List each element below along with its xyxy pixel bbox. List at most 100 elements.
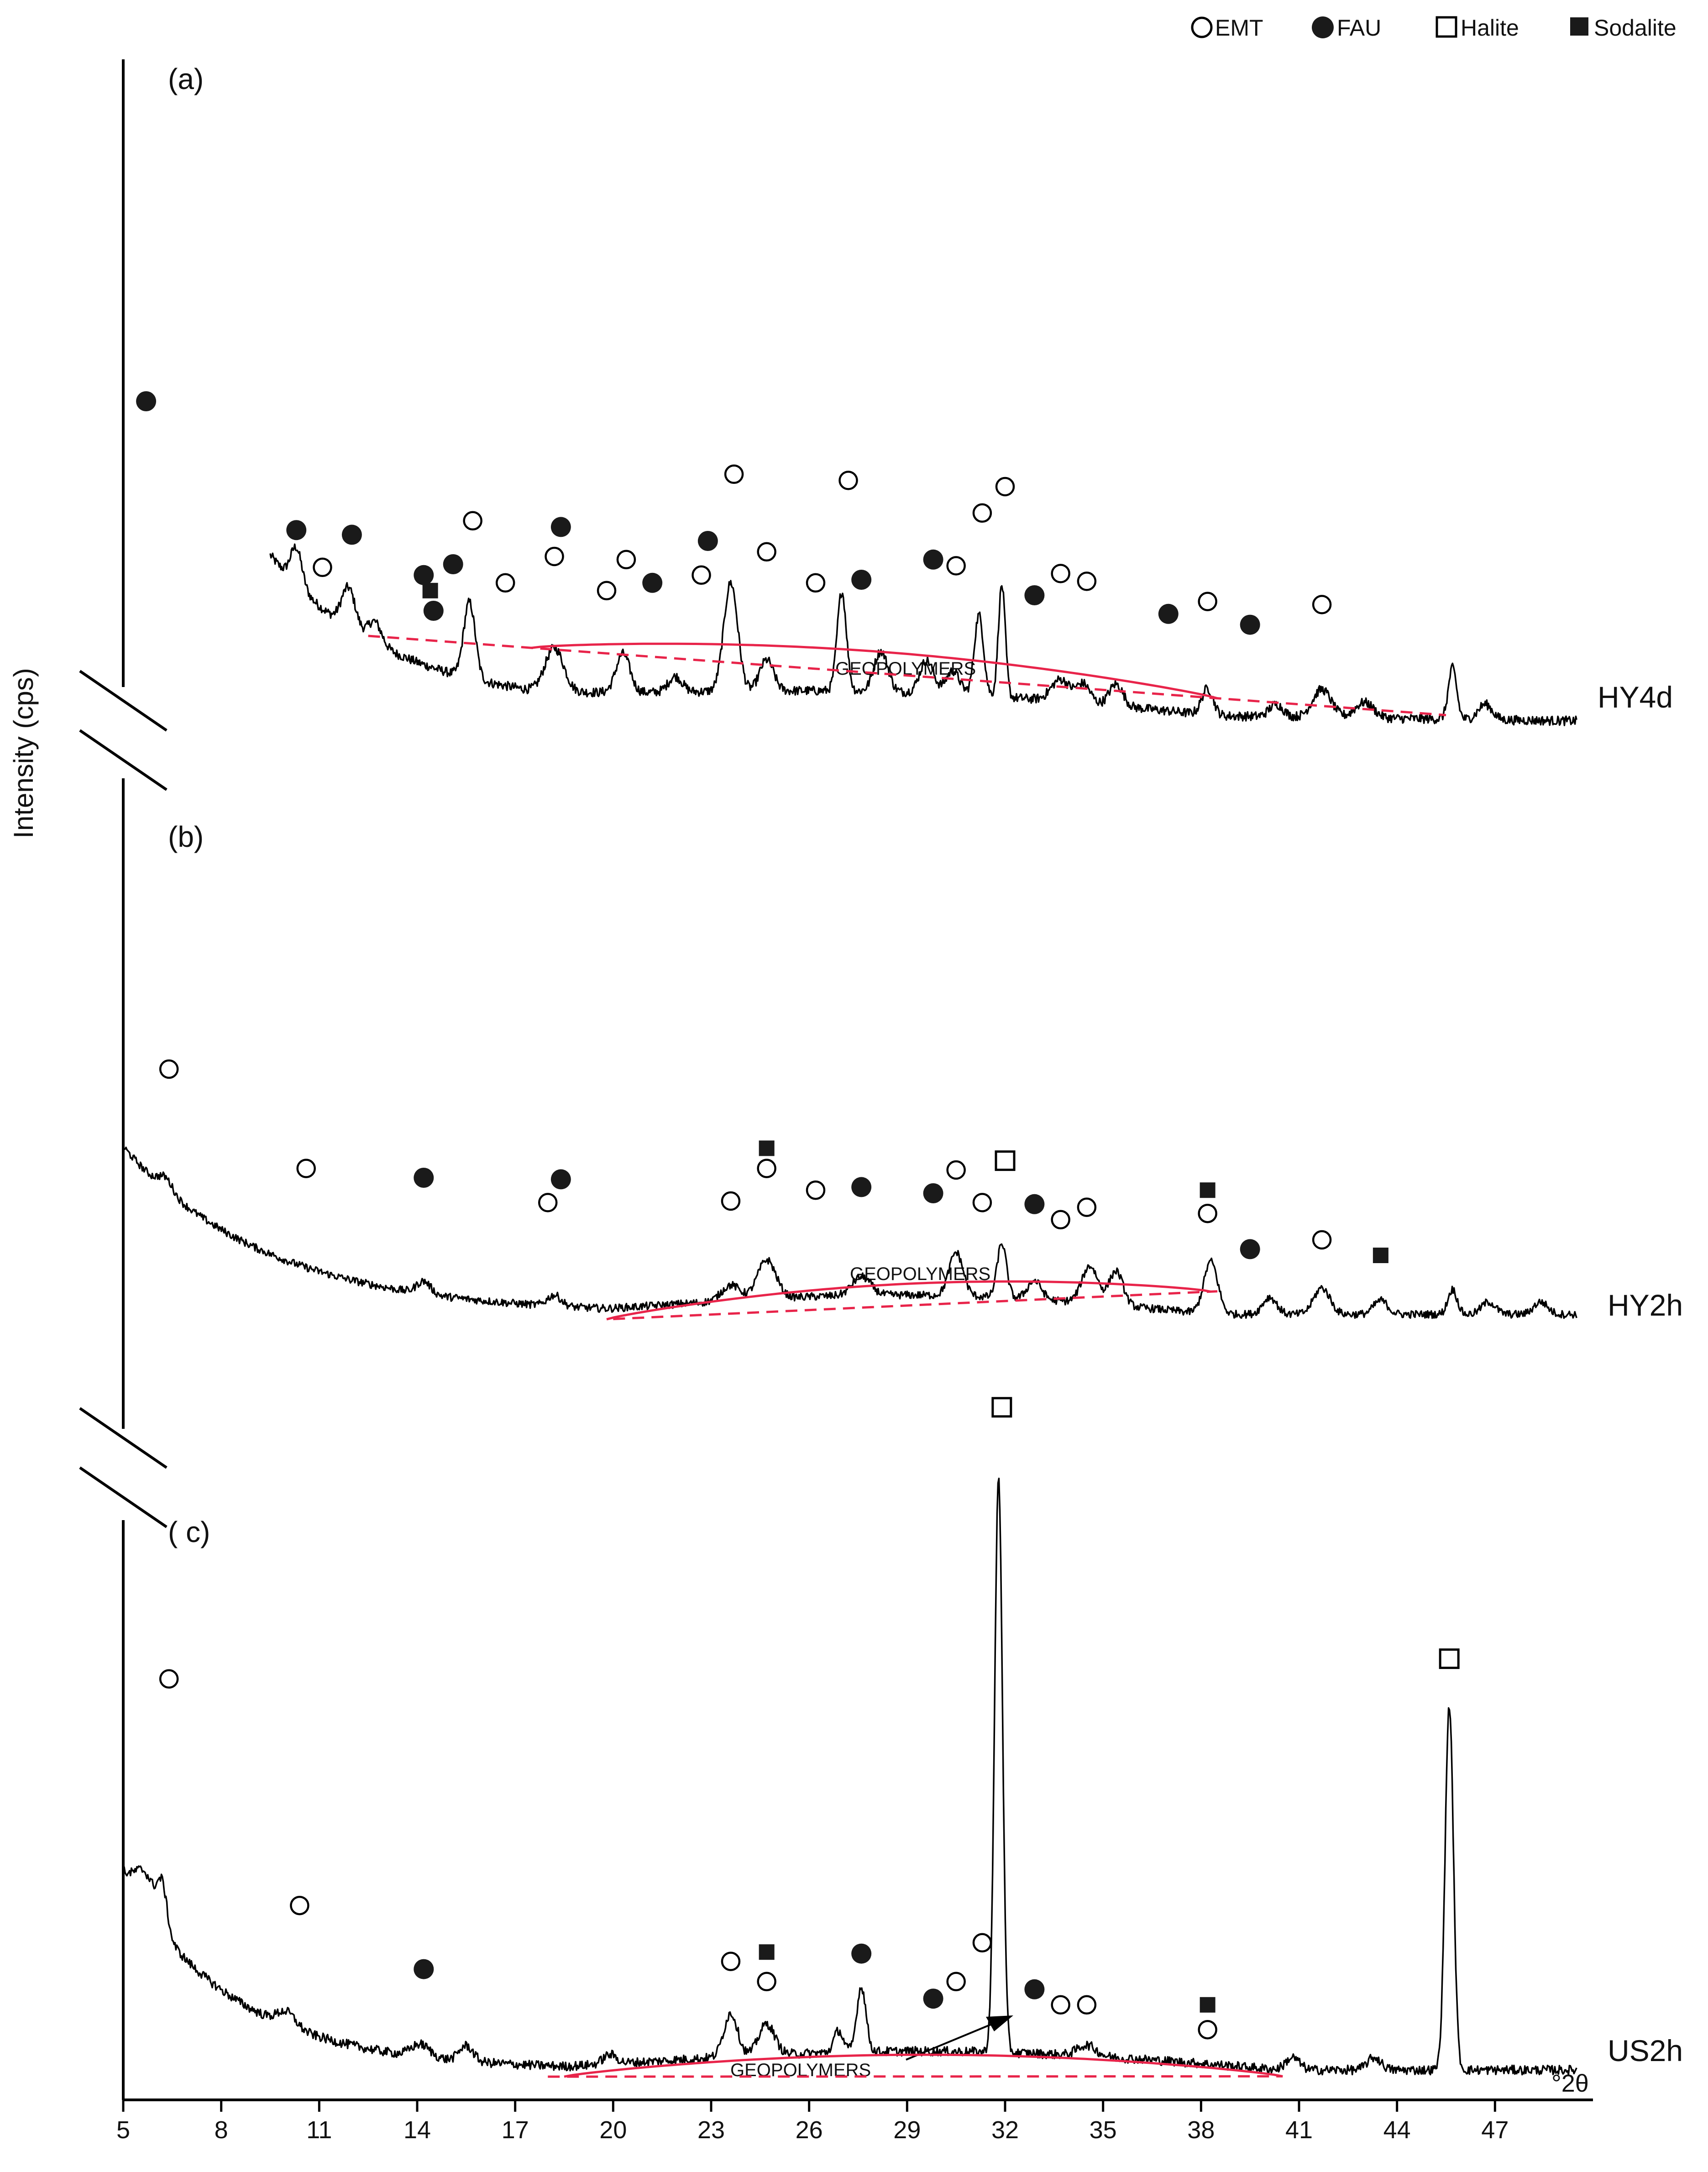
- x-tick-label: 44: [1383, 2116, 1411, 2144]
- emt-marker: [1051, 564, 1070, 583]
- x-tick-label: 14: [403, 2116, 431, 2144]
- fau-marker: [1240, 614, 1260, 635]
- filled-circle-icon: [1312, 16, 1334, 38]
- legend-label-sodalite: Sodalite: [1594, 15, 1677, 41]
- sodalite-marker: [759, 1140, 775, 1156]
- x-tick-label: 35: [1090, 2116, 1117, 2144]
- open-square-icon: [1436, 16, 1457, 38]
- fau-marker: [286, 520, 307, 540]
- fau-marker: [443, 554, 463, 574]
- legend-item-emt: EMT: [1191, 15, 1263, 41]
- geopolymer-hump: [606, 1280, 1211, 1321]
- emt-marker: [972, 503, 992, 523]
- halite-marker: [995, 1150, 1016, 1171]
- fau-marker: [851, 1943, 872, 1964]
- geopolymer-hump: [531, 642, 1218, 700]
- x-tick-label: 5: [116, 2116, 130, 2144]
- emt-marker: [159, 1059, 179, 1079]
- sodalite-marker: [1373, 1248, 1388, 1263]
- emt-marker: [1198, 592, 1217, 611]
- emt-marker: [290, 1895, 309, 1915]
- emt-marker: [616, 550, 636, 570]
- emt-marker: [296, 1159, 316, 1178]
- emt-marker: [463, 511, 482, 531]
- emt-marker: [1077, 1995, 1097, 2015]
- emt-marker: [972, 1933, 992, 1953]
- fau-marker: [1240, 1239, 1260, 1259]
- emt-marker: [995, 477, 1015, 497]
- x-tick-label: 32: [991, 2116, 1019, 2144]
- fau-marker: [1024, 1979, 1045, 1999]
- emt-marker: [1198, 2020, 1217, 2040]
- xrd-trace: [122, 1477, 1577, 2076]
- sodalite-marker: [1200, 1182, 1216, 1198]
- fau-marker: [851, 1177, 872, 1197]
- panel-label: ( c): [168, 1516, 210, 1548]
- halite-marker: [1439, 1648, 1460, 1669]
- x-axis-title: °2θ: [1551, 2070, 1589, 2097]
- x-tick-label: 11: [306, 2116, 332, 2144]
- x-tick-label: 47: [1481, 2116, 1509, 2144]
- fau-marker: [423, 601, 444, 621]
- emt-marker: [806, 573, 826, 593]
- fau-marker: [414, 565, 434, 585]
- axis-break-lower: [79, 1407, 168, 1528]
- x-tick-label: 23: [697, 2116, 725, 2144]
- panel-a: (a) HY4d GEOPOLYMERS: [136, 63, 1673, 726]
- geopolymer-hump: [564, 2053, 1283, 2078]
- fau-marker: [923, 1988, 943, 2009]
- emt-marker: [545, 546, 564, 567]
- fau-marker: [136, 391, 157, 411]
- panel-label: (a): [168, 63, 204, 95]
- sodalite-marker: [1200, 1997, 1216, 2013]
- emt-marker: [597, 581, 617, 601]
- open-circle-icon: [1191, 16, 1213, 38]
- fau-marker: [923, 1183, 943, 1203]
- emt-marker: [1198, 1203, 1217, 1223]
- x-tick-label: 8: [215, 2116, 228, 2144]
- fau-marker: [642, 572, 663, 593]
- fau-marker: [341, 525, 362, 545]
- legend-item-sodalite: Sodalite: [1570, 15, 1677, 41]
- fau-marker: [550, 517, 571, 537]
- emt-marker: [538, 1193, 558, 1212]
- emt-marker: [806, 1180, 826, 1200]
- x-tick-label: 29: [893, 2116, 921, 2144]
- emt-marker: [313, 557, 332, 577]
- emt-marker: [1077, 1197, 1097, 1217]
- fau-marker: [550, 1169, 571, 1190]
- x-tick-label: 41: [1285, 2116, 1313, 2144]
- sample-label: HY2h: [1608, 1288, 1683, 1322]
- fau-marker: [414, 1959, 434, 1979]
- emt-marker: [1312, 1230, 1332, 1250]
- panel-label: (b): [168, 820, 204, 853]
- emt-marker: [757, 1972, 776, 1992]
- panel-b: (b) HY2h GEOPOLYMERS: [122, 820, 1683, 1322]
- geopolymer-baseline: [368, 635, 1446, 716]
- sample-label: US2h: [1608, 2034, 1683, 2067]
- x-tick-label: 26: [796, 2116, 823, 2144]
- halite-marker: [991, 1397, 1012, 1418]
- emt-marker: [757, 1159, 776, 1178]
- sodalite-marker: [422, 582, 438, 598]
- legend-label-emt: EMT: [1215, 15, 1263, 41]
- emt-marker: [946, 556, 966, 576]
- fau-marker: [1158, 603, 1179, 624]
- fau-marker: [923, 549, 943, 570]
- emt-marker: [721, 1191, 741, 1211]
- legend-item-fau: FAU: [1312, 15, 1381, 41]
- emt-marker: [1051, 1210, 1070, 1230]
- legend: EMT FAU Halite Sodalite: [1191, 15, 1677, 41]
- panel-c: ( c) US2h GEOPOLYMERS: [122, 1397, 1683, 2080]
- sample-label: HY4d: [1598, 680, 1673, 714]
- emt-marker: [972, 1193, 992, 1212]
- emt-marker: [838, 471, 858, 490]
- fau-marker: [1024, 585, 1045, 605]
- emt-marker: [159, 1669, 179, 1689]
- legend-item-halite: Halite: [1436, 15, 1519, 41]
- x-tick-label: 17: [502, 2116, 529, 2144]
- filled-square-icon: [1570, 17, 1588, 36]
- x-tick-label: 20: [599, 2116, 627, 2144]
- emt-marker: [1312, 595, 1332, 614]
